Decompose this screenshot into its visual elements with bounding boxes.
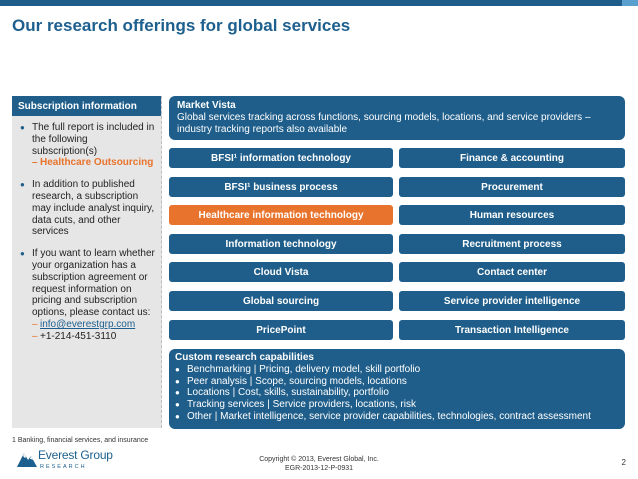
top-bar <box>0 0 638 6</box>
subscription-item-text: The full report is included in the follo… <box>32 122 155 157</box>
logo-subtitle: RESEARCH <box>40 464 87 470</box>
offering-finance-accounting[interactable]: Finance & accounting <box>399 148 625 168</box>
copyright: Copyright © 2013, Everest Global, Inc. E… <box>0 455 638 473</box>
offering-transaction-intelligence[interactable]: Transaction Intelligence <box>399 320 625 340</box>
custom-research-item: Tracking services | Service providers, l… <box>175 399 619 411</box>
custom-research-item: Other | Market intelligence, service pro… <box>175 411 619 423</box>
offering-information-technology[interactable]: Information technology <box>169 234 393 254</box>
everest-group-logo: Everest Group RESEARCH <box>16 447 136 475</box>
custom-research-box: Custom research capabilities Benchmarkin… <box>169 349 625 429</box>
mountain-icon <box>17 453 37 467</box>
offering-bfsi-it[interactable]: BFSI¹ information technology <box>169 148 393 168</box>
offering-recruitment-process[interactable]: Recruitment process <box>399 234 625 254</box>
logo-name: Everest Group <box>38 448 113 462</box>
page-number: 2 <box>621 458 626 467</box>
copyright-line: Copyright © 2013, Everest Global, Inc. <box>259 456 379 463</box>
subscription-item: If you want to learn whether your organi… <box>20 248 155 342</box>
market-vista-desc: Global services tracking across function… <box>177 112 591 135</box>
market-vista-box: Market Vista Global services tracking ac… <box>169 96 625 140</box>
contact-email-link[interactable]: info@everestgrp.com <box>40 318 136 330</box>
offering-pricepoint[interactable]: PricePoint <box>169 320 393 340</box>
subscription-item-text: If you want to learn whether your organi… <box>32 248 155 319</box>
subscription-panel: Subscription information The full report… <box>12 96 162 428</box>
offering-human-resources[interactable]: Human resources <box>399 205 625 225</box>
offering-global-sourcing[interactable]: Global sourcing <box>169 291 393 311</box>
page-title: Our research offerings for global servic… <box>12 16 351 35</box>
offering-bfsi-bp[interactable]: BFSI¹ business process <box>169 177 393 197</box>
market-vista-title: Market Vista <box>177 100 236 111</box>
offering-service-provider-intelligence[interactable]: Service provider intelligence <box>399 291 625 311</box>
offering-healthcare-it[interactable]: Healthcare information technology <box>169 205 393 225</box>
subscription-item-text: In addition to published research, a sub… <box>32 179 155 238</box>
offering-cloud-vista[interactable]: Cloud Vista <box>169 262 393 282</box>
subscription-list: The full report is included in the follo… <box>12 116 161 343</box>
subscription-healthcare: Healthcare Outsourcing <box>32 157 155 169</box>
contact-phone: +1-214-451-3110 <box>32 331 155 343</box>
custom-research-item: Benchmarking | Pricing, delivery model, … <box>175 364 619 376</box>
custom-research-title: Custom research capabilities <box>175 352 314 363</box>
offering-procurement[interactable]: Procurement <box>399 177 625 197</box>
contact-email-item: info@everestgrp.com <box>32 319 155 331</box>
top-bar-accent <box>622 0 638 6</box>
custom-research-item: Locations | Cost, skills, sustainability… <box>175 387 619 399</box>
document-code: EGR-2013-12-P-0931 <box>284 465 354 472</box>
subscription-header: Subscription information <box>12 96 161 116</box>
custom-research-list: Benchmarking | Pricing, delivery model, … <box>175 364 619 423</box>
custom-research-item: Peer analysis | Scope, sourcing models, … <box>175 376 619 388</box>
footnote: 1 Banking, financial services, and insur… <box>12 437 149 444</box>
subscription-item: The full report is included in the follo… <box>20 122 155 169</box>
subscription-item: In addition to published research, a sub… <box>20 179 155 238</box>
offering-contact-center[interactable]: Contact center <box>399 262 625 282</box>
